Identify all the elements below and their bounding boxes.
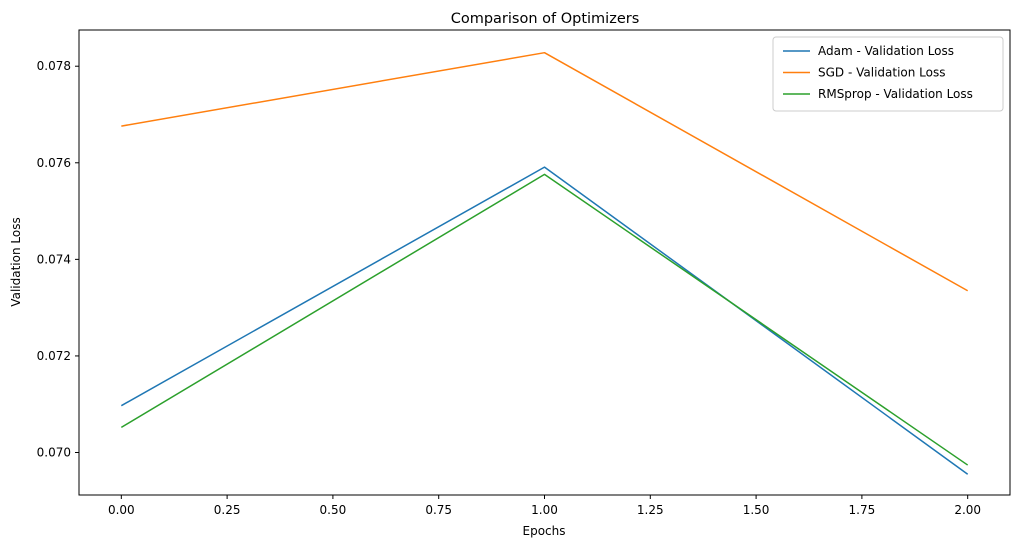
y-tick-label: 0.076 [37,156,71,170]
x-tick-label: 0.50 [320,503,347,517]
series-line-rmsprop [120,173,969,466]
legend: Adam - Validation Loss SGD - Validation L… [772,36,1004,112]
y-tick-label: 0.078 [37,59,71,73]
y-axis: 0.070 0.072 0.074 0.076 0.078 [37,59,79,460]
legend-label-adam: Adam - Validation Loss [818,44,954,58]
y-tick-label: 0.072 [37,349,71,363]
y-tick-label: 0.070 [37,446,71,460]
x-tick-label: 0.00 [108,503,135,517]
x-tick-label: 0.75 [425,503,452,517]
legend-label-sgd: SGD - Validation Loss [818,66,946,80]
series-line-sgd [121,51,969,292]
x-tick-label: 1.75 [849,503,876,517]
series-layer [120,51,969,475]
legend-box [772,36,1004,112]
x-tick-label: 2.00 [954,503,981,517]
legend-items: Adam - Validation Loss SGD - Validation L… [783,44,973,101]
legend-label-rmsprop: RMSprop - Validation Loss [818,87,973,101]
x-tick-label: 1.25 [637,503,664,517]
x-axis: 0.00 0.25 0.50 0.75 1.00 1.25 1.50 1.75 2.00 [108,495,981,517]
series-line-adam [120,166,969,475]
chart-title: Comparison of Optimizers [451,11,640,27]
y-tick-label: 0.074 [37,252,71,266]
x-axis-title: Epochs [523,524,566,538]
x-tick-label: 0.25 [214,503,241,517]
y-axis-title: Validation Loss [9,217,23,306]
x-tick-label: 1.50 [743,503,770,517]
x-tick-label: 1.00 [531,503,558,517]
